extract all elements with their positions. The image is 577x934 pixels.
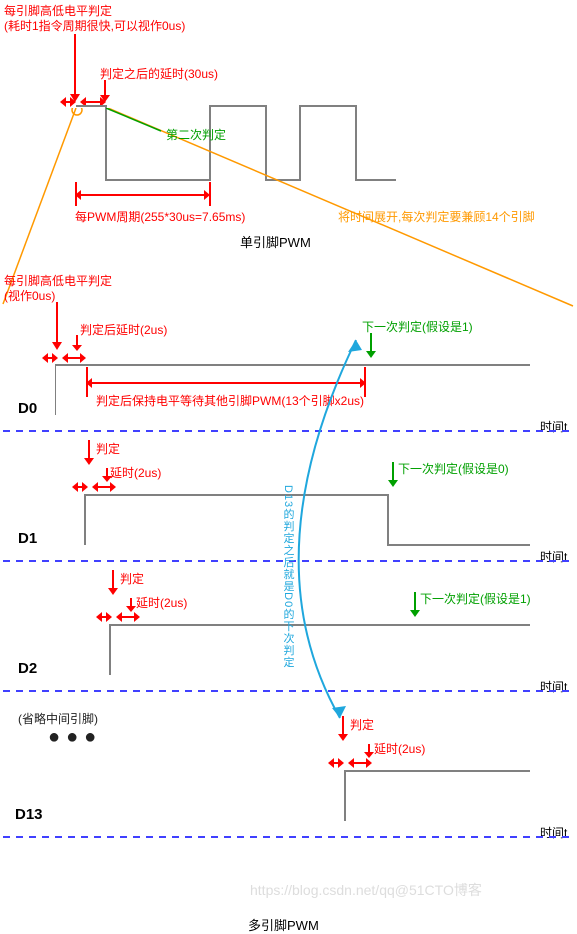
arrow-stem [104, 80, 106, 95]
curve-label: D13的判定之后就是D0的下次判定 [280, 485, 296, 668]
label-d13: D13 [15, 806, 43, 823]
arrow-stem [368, 744, 370, 752]
arrow-stem [74, 34, 76, 94]
top-period: 每PWM周期(255*30us=7.65ms) [75, 208, 245, 225]
tick [209, 182, 211, 206]
top-expand: 将时间展开,每次判定要兼顾14个引脚 [338, 208, 535, 225]
delay-d13: 延时(2us) [374, 740, 425, 757]
axis-d13 [3, 836, 575, 840]
top-annot-1b: (耗时1指令周期很快,可以视作0us) [4, 17, 185, 34]
top-title: 单引脚PWM [240, 232, 311, 251]
top-post-delay: 判定之后的延时(30us) [100, 65, 218, 82]
wave-d13 [55, 766, 535, 826]
watermark: https://blog.csdn.net/qq@51CTO博客 [250, 880, 482, 900]
diagram-root: 每引脚高低电平判定 (耗时1指令周期很快,可以视作0us) 判定之后的延时(30… [0, 0, 577, 933]
period-arrow [75, 190, 210, 200]
tick [75, 182, 77, 206]
top-second: 第二次判定 [166, 126, 226, 143]
mid-annot-b: (视作0us) [4, 287, 55, 304]
bottom-title: 多引脚PWM [248, 915, 319, 934]
